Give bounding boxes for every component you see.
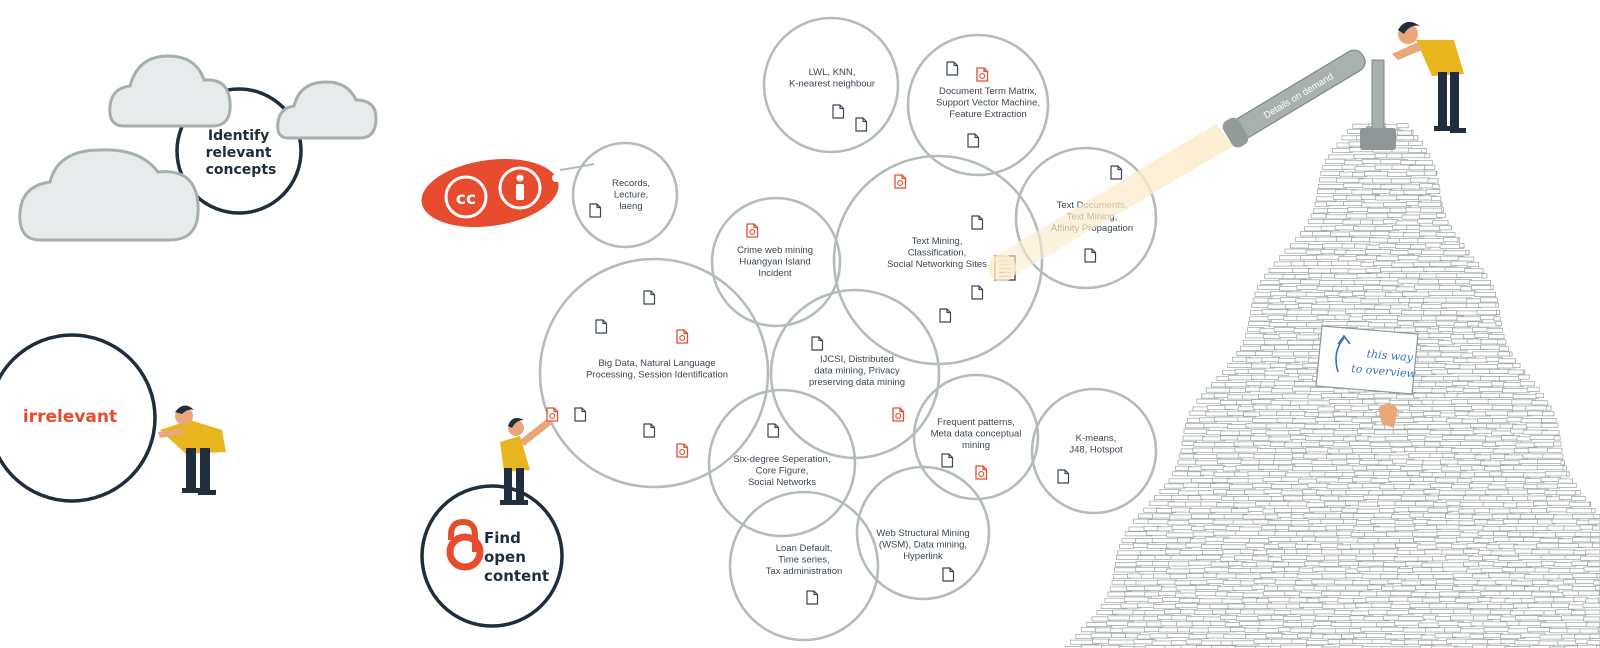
document-icon[interactable] bbox=[946, 61, 959, 76]
pdf-document-icon[interactable] bbox=[975, 465, 988, 480]
bubble-label: Big Data, Natural Language Processing, Se… bbox=[586, 358, 728, 381]
document-icon[interactable] bbox=[971, 285, 984, 300]
concept-bubble[interactable]: Loan Default, Time series, Tax administrat… bbox=[728, 490, 880, 642]
concept-bubbles: Records, Lecture, laeng LWL, KNN, K-nearest … bbox=[538, 16, 1158, 642]
document-icon[interactable] bbox=[811, 336, 824, 351]
irrelevant-group: irrelevant bbox=[0, 333, 226, 503]
pdf-document-icon[interactable] bbox=[894, 174, 907, 189]
document-icon[interactable] bbox=[941, 453, 954, 468]
cc-license-tag-icon: cc bbox=[421, 158, 595, 228]
bubble-label: Loan Default, Time series, Tax administrat… bbox=[766, 543, 843, 577]
overview-sign: this way to overview bbox=[1315, 325, 1419, 428]
pdf-document-icon[interactable] bbox=[746, 223, 759, 238]
document-icon[interactable] bbox=[1057, 469, 1070, 484]
document-icon[interactable] bbox=[1110, 165, 1123, 180]
bubble-label: IJCSI, Distributed data mining, Privacy pr… bbox=[809, 354, 905, 388]
cloud-top bbox=[108, 54, 232, 128]
cc-icon bbox=[444, 175, 488, 219]
pdf-document-icon[interactable] bbox=[546, 407, 559, 422]
cloud-right bbox=[276, 80, 378, 140]
document-icon[interactable] bbox=[767, 423, 780, 438]
irrelevant-circle[interactable] bbox=[0, 333, 157, 503]
document-icon[interactable] bbox=[967, 133, 980, 148]
concept-bubble[interactable]: LWL, KNN, K-nearest neighbour bbox=[762, 16, 900, 154]
open-access-icon bbox=[446, 518, 484, 571]
document-icon[interactable] bbox=[806, 590, 819, 605]
overview-sign-text: this way to overview bbox=[1351, 346, 1419, 381]
identify-concepts-group: Identify relevant concepts bbox=[18, 54, 378, 242]
svg-text:cc: cc bbox=[456, 189, 476, 209]
pdf-document-icon[interactable] bbox=[676, 329, 689, 344]
document-pile-mountain bbox=[1065, 123, 1600, 648]
concept-bubble[interactable]: Big Data, Natural Language Processing, Se… bbox=[538, 257, 770, 489]
concept-bubble[interactable]: Records, Lecture, laeng bbox=[571, 141, 679, 249]
concept-bubble[interactable]: Crime web mining Huangyan Island Incident bbox=[710, 196, 842, 328]
identify-concepts-label: Identify relevant concepts bbox=[206, 128, 277, 178]
document-icon[interactable] bbox=[832, 104, 845, 119]
find-open-content-label: Find open content bbox=[484, 529, 549, 585]
document-icon[interactable] bbox=[574, 407, 587, 422]
details-light-beam bbox=[992, 124, 1233, 278]
telescope-label: Details on demand bbox=[1262, 71, 1336, 121]
document-icon[interactable] bbox=[589, 203, 602, 218]
bubble-label: Text Mining, Classification, Social Networ… bbox=[887, 236, 987, 270]
document-icon[interactable] bbox=[1084, 248, 1097, 263]
find-open-content-group: Find open content bbox=[420, 418, 564, 628]
pdf-document-icon[interactable] bbox=[976, 67, 989, 82]
document-icon[interactable] bbox=[939, 308, 952, 323]
bubble-label: Crime web mining Huangyan Island Incident bbox=[737, 245, 813, 279]
pushing-man-figure bbox=[158, 405, 226, 495]
concept-bubble[interactable]: K-means, J48, Hotspot bbox=[1030, 387, 1158, 515]
irrelevant-label: irrelevant bbox=[23, 407, 117, 427]
document-icon[interactable] bbox=[643, 290, 656, 305]
document-icon[interactable] bbox=[942, 567, 955, 582]
concept-bubble[interactable]: Web Structural Mining (WSM), Data mining,… bbox=[855, 465, 991, 601]
standing-man-figure bbox=[500, 418, 552, 505]
by-attribution-icon bbox=[498, 166, 542, 210]
bubble-label: K-means, J48, Hotspot bbox=[1069, 433, 1123, 456]
lookout-man-figure bbox=[1392, 21, 1466, 133]
bubble-label: Six-degree Seperation, Core Figure, Social… bbox=[733, 454, 830, 488]
bubble-label: Web Structural Mining (WSM), Data mining,… bbox=[876, 528, 969, 562]
document-icon[interactable] bbox=[971, 215, 984, 230]
document-icon[interactable] bbox=[643, 423, 656, 438]
concept-bubble[interactable]: Document Term Matrix, Support Vector Mach… bbox=[906, 33, 1050, 177]
concept-bubble[interactable]: Frequent patterns, Meta data conceptual mi… bbox=[912, 373, 1040, 501]
bubble-label: Records, Lecture, laeng bbox=[612, 178, 650, 212]
pdf-document-icon[interactable] bbox=[892, 407, 905, 422]
concept-bubble[interactable]: Six-degree Seperation, Core Figure, Social… bbox=[707, 388, 857, 538]
bubble-label: Document Term Matrix, Support Vector Mach… bbox=[936, 86, 1040, 120]
bubble-label: LWL, KNN, K-nearest neighbour bbox=[789, 67, 875, 90]
document-icon[interactable] bbox=[855, 117, 868, 132]
pdf-document-icon[interactable] bbox=[676, 443, 689, 458]
bubble-label: Frequent patterns, Meta data conceptual mi… bbox=[931, 417, 1022, 451]
telescope: Details on demand bbox=[1222, 49, 1396, 150]
document-icon[interactable] bbox=[595, 319, 608, 334]
cloud-left bbox=[18, 148, 200, 242]
